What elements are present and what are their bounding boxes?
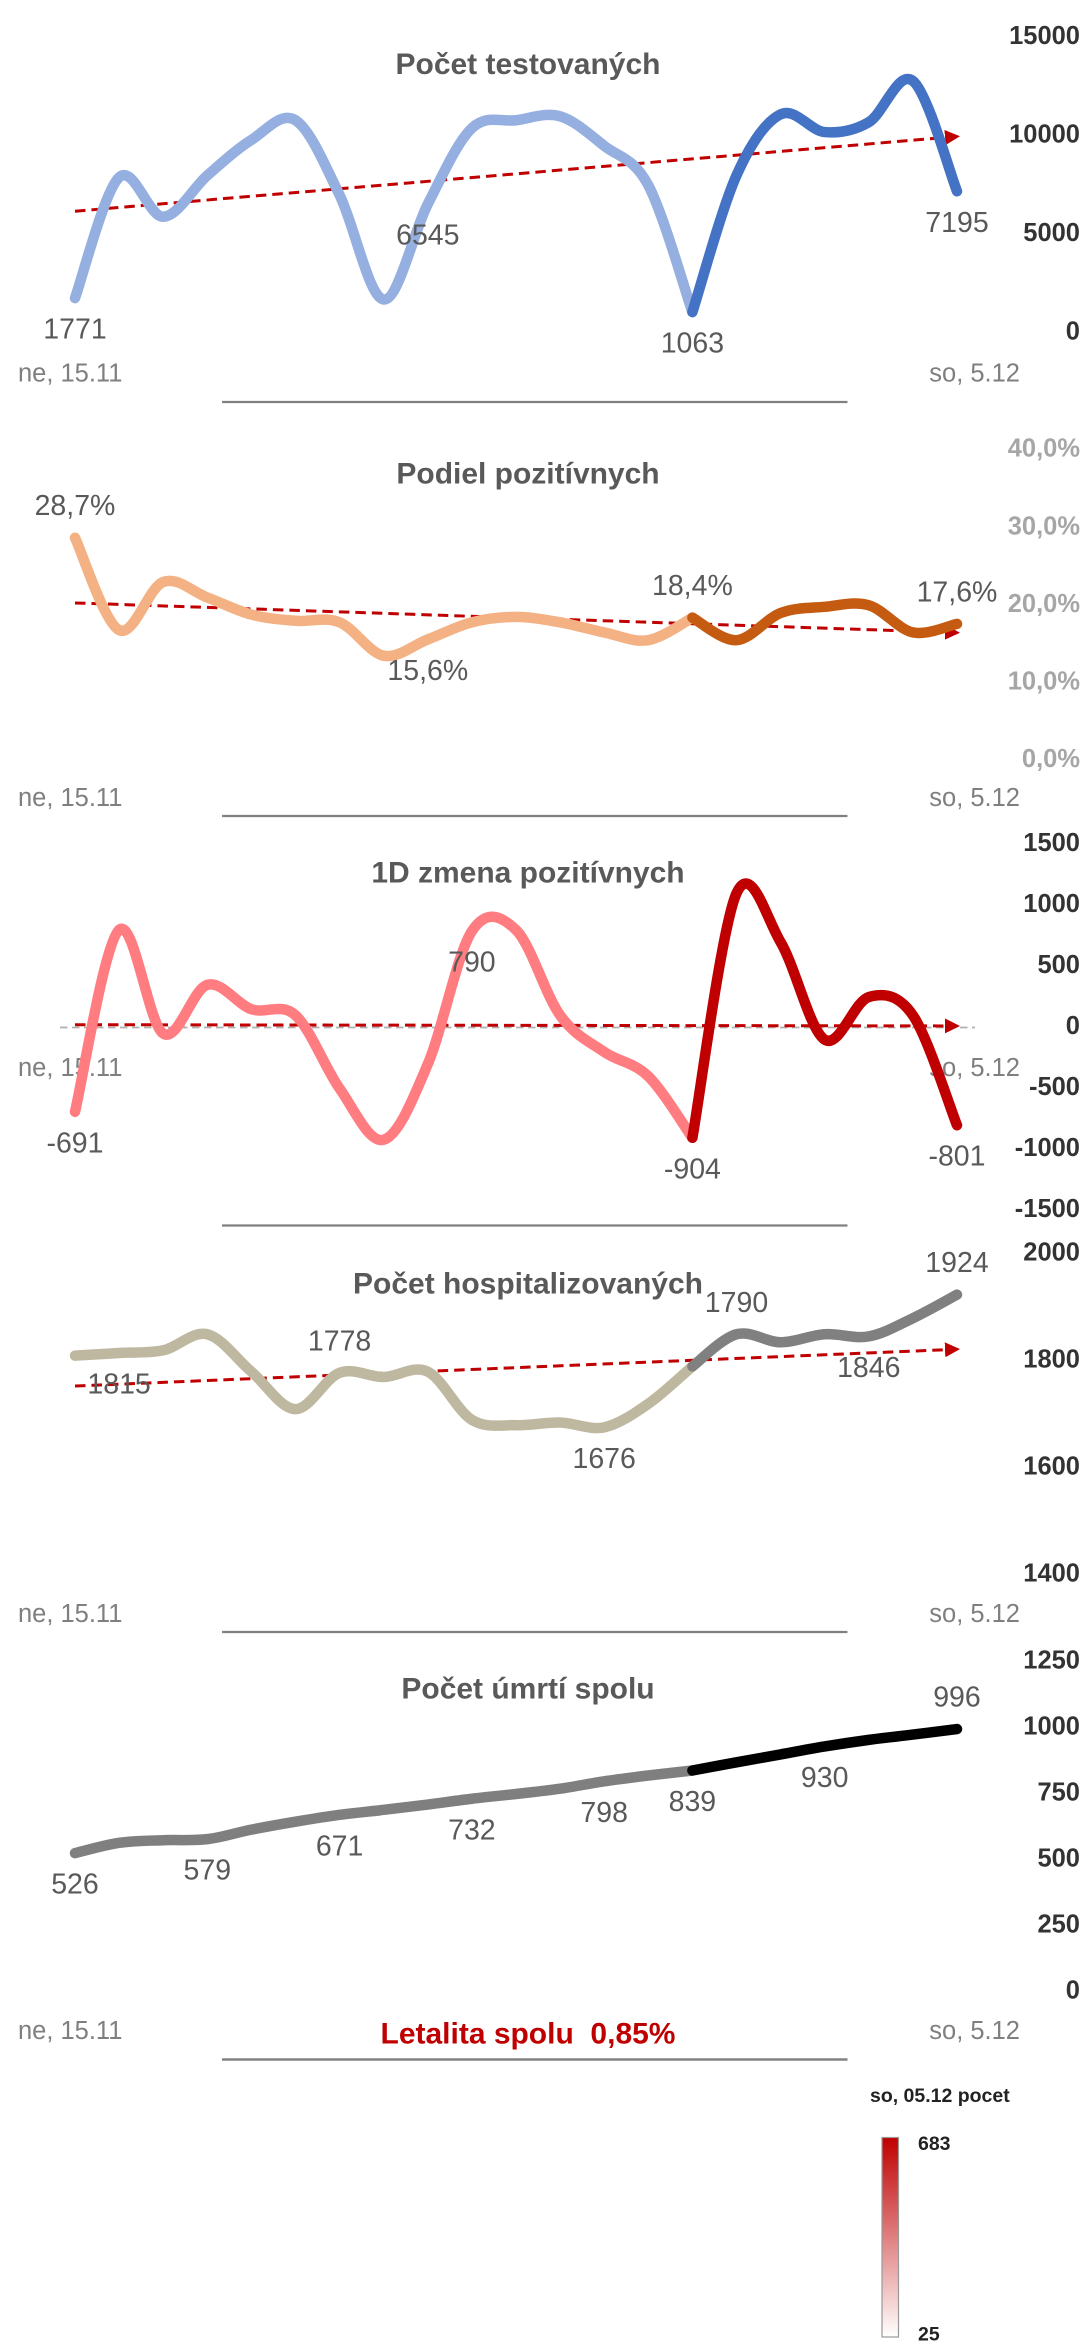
x-tick-label: ne, 15.11 [18,360,122,388]
x-tick-label: so, 5.12 [929,1600,1020,1628]
y-tick-label: -1500 [1015,1195,1080,1223]
x-tick-label: ne, 15.11 [18,1600,122,1628]
data-label: 790 [448,947,496,979]
colorbar-title: so, 05.12 pocet [870,2085,1010,2107]
data-label: 930 [801,1762,849,1794]
data-label: 15,6% [387,655,468,687]
chart-title: Počet hospitalizovaných [353,1267,703,1300]
y-tick-label: 0 [1066,1012,1080,1040]
data-label: 1790 [705,1287,768,1319]
series-line [687,598,963,646]
y-tick-label: 30,0% [1008,512,1080,540]
y-tick-label: 500 [1037,1845,1080,1873]
data-label: 839 [669,1786,717,1818]
data-label: 7195 [925,207,988,239]
y-tick-label: 5000 [1023,219,1080,247]
series-line [687,878,963,1144]
chart-title: Podiel pozitívnych [396,457,659,490]
trend-line [74,1018,960,1034]
data-label: 6545 [396,220,459,252]
y-tick-label: 2000 [1023,1239,1080,1267]
y-tick-label: 750 [1037,1779,1080,1807]
y-tick-label: 10,0% [1008,668,1080,696]
x-tick-label: so, 5.12 [929,2017,1020,2045]
chart-title: Počet testovaných [396,48,661,81]
data-label: -691 [46,1127,103,1159]
y-tick-label: 0 [1066,318,1080,346]
data-label: 671 [316,1830,364,1862]
series-line [69,1765,698,1859]
y-tick-label: 1000 [1023,890,1080,918]
x-tick-label: ne, 15.11 [18,1054,122,1082]
data-label: 798 [580,1797,628,1829]
data-label: 996 [933,1682,981,1714]
data-label: 1846 [837,1352,900,1384]
y-tick-label: 15000 [1009,22,1080,50]
series-line [69,109,698,318]
y-tick-label: 1400 [1023,1560,1080,1588]
y-tick-label: 40,0% [1008,435,1080,463]
x-tick-label: ne, 15.11 [18,784,122,812]
colorbar-max: 683 [918,2133,951,2155]
colorbar [881,2136,900,2338]
y-tick-label: 1600 [1023,1453,1080,1481]
y-tick-label: 1000 [1023,1713,1080,1741]
data-label: 17,6% [917,576,998,608]
y-tick-label: 0,0% [1022,745,1080,773]
y-tick-label: 10000 [1009,121,1080,149]
series-line [69,911,698,1146]
footer: Letalita spolu 0,85% [381,2017,676,2050]
data-label: -904 [664,1153,721,1185]
y-tick-label: 250 [1037,1911,1080,1939]
data-label: 28,7% [35,490,116,522]
y-tick-label: 0 [1066,1977,1080,2005]
series-line [687,1723,963,1776]
y-tick-label: 1500 [1023,829,1080,857]
data-label: 1676 [573,1443,636,1475]
y-tick-label: 1800 [1023,1346,1080,1374]
data-label: -801 [928,1141,985,1173]
data-label: 579 [184,1855,232,1887]
y-tick-label: -500 [1029,1073,1080,1101]
x-tick-label: so, 5.12 [929,360,1020,388]
data-label: 1778 [308,1325,371,1357]
y-tick-label: -1000 [1015,1134,1080,1162]
x-tick-label: so, 5.12 [929,784,1020,812]
x-tick-label: ne, 15.11 [18,2017,122,2045]
chart-title: Počet úmrtí spolu [401,1672,654,1705]
data-label: 1924 [925,1247,988,1279]
series-line [687,73,963,318]
series-line [69,1328,698,1434]
series-line [69,532,698,662]
trend-line [74,1342,960,1388]
data-label: 1771 [43,314,106,346]
data-label: 1063 [661,328,724,360]
trend-line [74,601,960,640]
y-tick-label: 500 [1037,951,1080,979]
chart-title: 1D zmena pozitívnych [371,856,684,889]
y-tick-label: 1250 [1023,1647,1080,1675]
series-line [687,1289,963,1372]
data-label: 526 [51,1869,99,1901]
data-label: 732 [448,1814,496,1846]
y-tick-label: 20,0% [1008,590,1080,618]
data-label: 1815 [87,1369,150,1401]
data-label: 18,4% [652,570,733,602]
colorbar-min: 25 [918,2324,940,2345]
